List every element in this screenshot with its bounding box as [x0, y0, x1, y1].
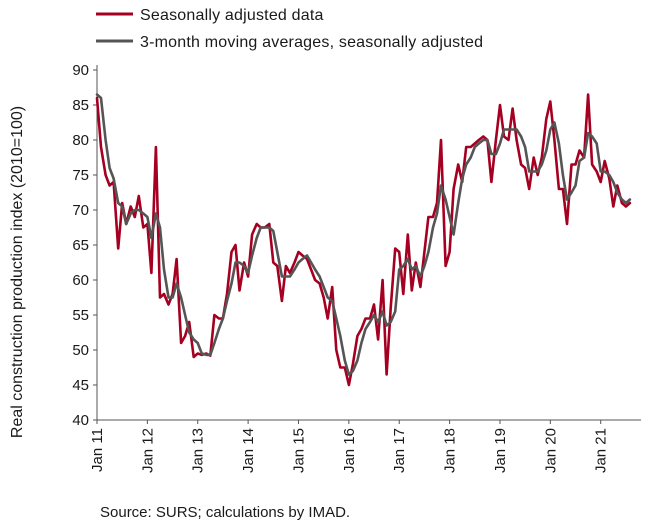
- x-tick-label: Jan 21: [593, 428, 610, 473]
- x-tick-label: Jan 14: [240, 428, 257, 473]
- y-axis-label-group: Real construction production index (2010…: [9, 106, 26, 438]
- x-tick-label: Jan 16: [341, 428, 358, 473]
- source-note: Source: SURS; calculations by IMAD.: [100, 504, 351, 521]
- x-tick-label: Jan 13: [190, 428, 207, 473]
- y-tick-label: 65: [72, 237, 89, 254]
- series-line-1: [95, 93, 632, 387]
- y-tick-label: 70: [72, 202, 89, 219]
- legend: Seasonally adjusted data 3-month moving a…: [96, 7, 483, 51]
- series-lines: [95, 93, 632, 387]
- x-ticks: Jan 11 Jan 12 Jan 13 Jan 14 Jan 15 Jan 16 Jan …: [89, 420, 610, 473]
- y-ticks: 40 45 50 55 60 65 70 75 80 85 90: [72, 62, 97, 429]
- y-tick-label: 80: [72, 132, 89, 149]
- x-tick-label: Jan 19: [492, 428, 509, 473]
- x-tick-label: Jan 15: [290, 428, 307, 473]
- y-tick-label: 60: [72, 272, 89, 289]
- y-axis-label: Real construction production index (2010…: [9, 106, 26, 438]
- x-tick-label: Jan 11: [89, 428, 106, 472]
- x-tick-label: Jan 20: [542, 428, 559, 473]
- y-tick-label: 75: [72, 167, 89, 184]
- y-tick-label: 90: [72, 62, 89, 79]
- y-tick-label: 50: [72, 342, 89, 359]
- y-tick-label: 55: [72, 307, 89, 324]
- x-tick-label: Jan 12: [139, 428, 156, 473]
- axes: [96, 65, 641, 421]
- y-tick-label: 85: [72, 97, 89, 114]
- y-tick-label: 40: [72, 412, 89, 429]
- legend-label-2: 3-month moving averages, seasonally adju…: [140, 34, 483, 51]
- legend-label-1: Seasonally adjusted data: [140, 7, 324, 24]
- y-tick-label: 45: [72, 377, 89, 394]
- series-line-2: [95, 93, 632, 376]
- x-tick-label: Jan 18: [442, 428, 459, 473]
- x-tick-label: Jan 17: [391, 428, 408, 473]
